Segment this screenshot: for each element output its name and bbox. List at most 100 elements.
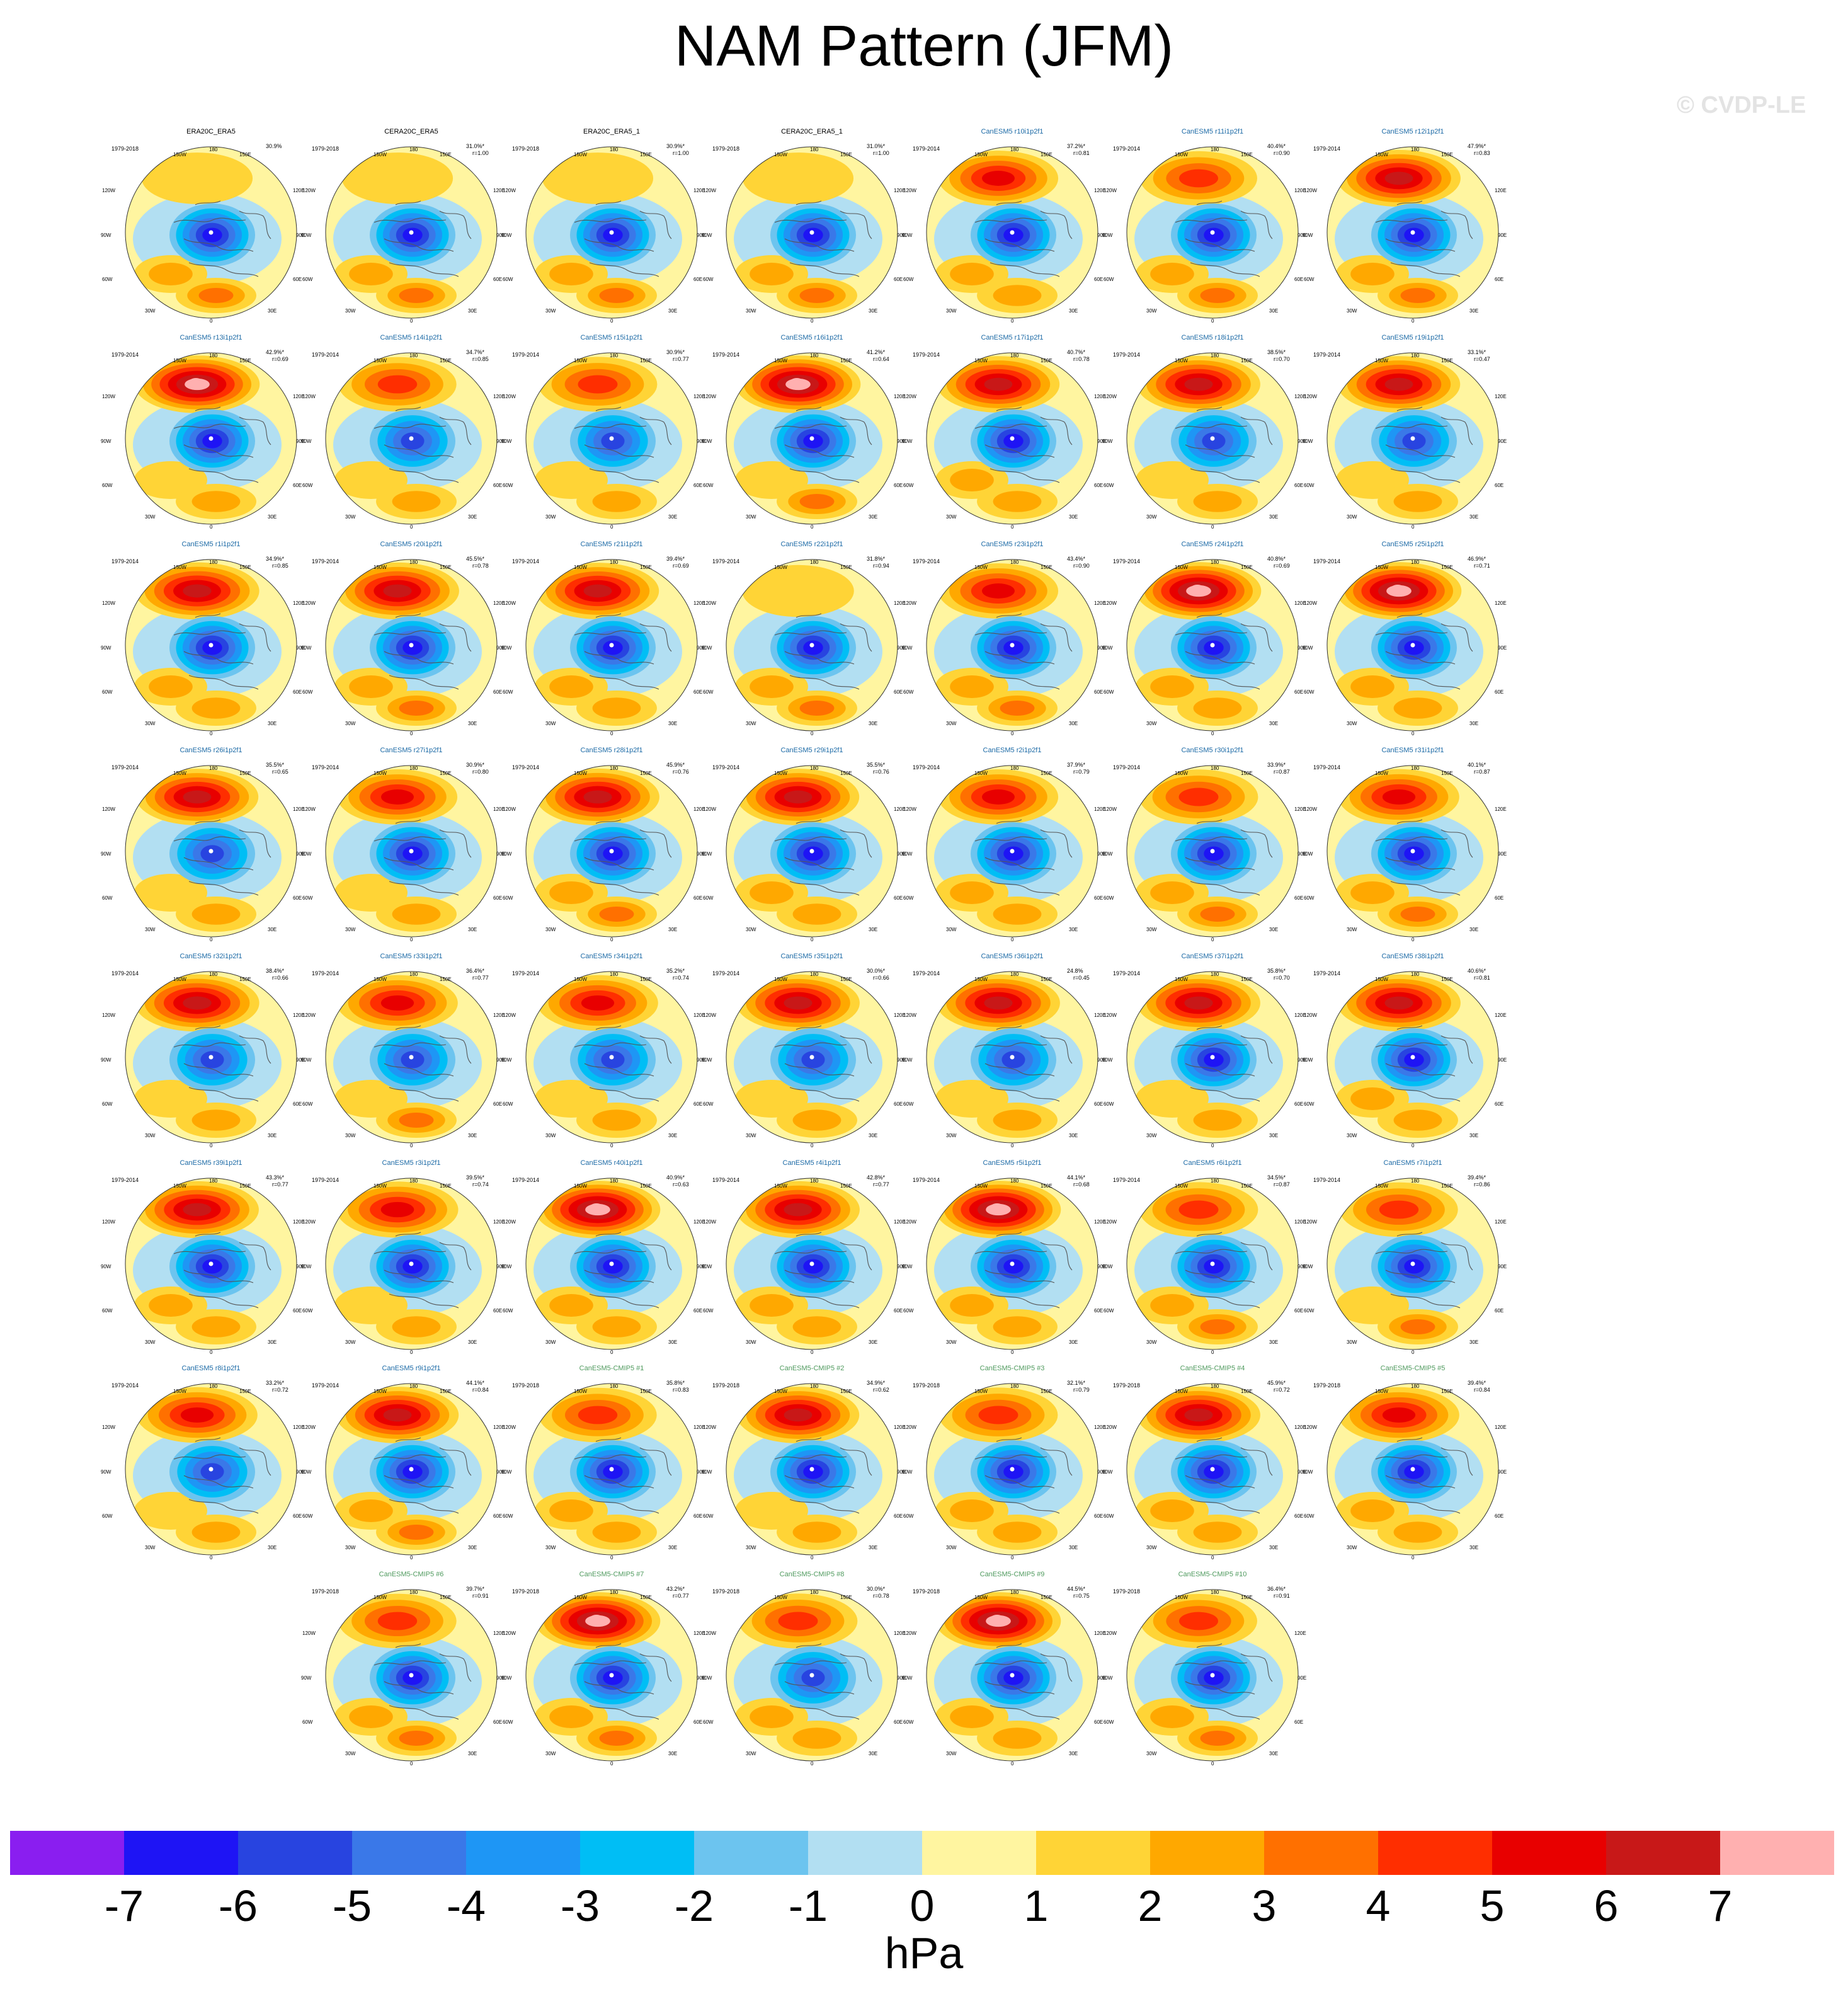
panel-years: 1979-2018 (111, 146, 139, 152)
panel-pattern-correlation: r=0.62 (873, 1387, 889, 1393)
coastline (188, 1499, 259, 1514)
longitude-label: 90W (902, 1057, 913, 1063)
arctic-trough-anomaly (801, 1051, 825, 1069)
europe-anomaly (792, 903, 841, 925)
panel-title: CERA20C_ERA5 (384, 128, 438, 135)
europe-anomaly (1400, 907, 1435, 922)
polar-map (926, 1383, 1098, 1556)
longitude-label: 0 (1011, 731, 1014, 736)
coastline (239, 416, 271, 445)
longitude-label: 180 (1010, 1178, 1019, 1184)
coastline (589, 1293, 659, 1309)
pacific-ridge-anomaly (1184, 996, 1213, 1010)
longitude-label: 30E (468, 1133, 477, 1138)
coastline (173, 836, 246, 842)
map-panel: CanESM5 r22i1p2f1 1979-2014 31.8%* r=0.94 18… (702, 541, 910, 736)
panel-years: 1979-2014 (712, 1177, 740, 1183)
coastline (374, 1042, 447, 1048)
europe-anomaly (993, 1316, 1042, 1338)
panel-title: CanESM5 r15i1p2f1 (580, 334, 643, 341)
map-panel: CanESM5 r38i1p2f1 1979-2014 40.6%* r=0.81 18… (1303, 953, 1510, 1149)
colorbar-tick-label: 5 (1480, 1881, 1505, 1930)
coastline (784, 651, 855, 665)
coastline (1375, 217, 1448, 223)
longitude-label: 120W (102, 188, 115, 193)
longitude-label: 30E (268, 308, 277, 314)
coastline (1440, 829, 1473, 858)
longitude-label: 90E (1298, 645, 1307, 651)
map-panel: CanESM5 r15i1p2f1 1979-2014 30.9%* r=0.77 18… (501, 334, 709, 530)
panel-years: 1979-2014 (1313, 352, 1341, 358)
map-panel: CanESM5 r6i1p2f1 1979-2014 34.5%* r=0.87 180… (1102, 1159, 1310, 1355)
pacific-ridge-anomaly (1184, 377, 1213, 391)
coastline (974, 1454, 1047, 1460)
longitude-label: 180 (610, 147, 619, 152)
coastline (789, 262, 860, 277)
coastline (384, 238, 454, 252)
polar-map (525, 559, 698, 731)
panel-variance-explained: 41.2%* (867, 349, 886, 355)
longitude-label: 150E (1241, 977, 1253, 982)
longitude-label: 0 (1412, 318, 1415, 324)
longitude-label: 90E (296, 1057, 305, 1063)
coastline (1190, 1499, 1260, 1514)
polar-map (726, 1177, 898, 1350)
longitude-label: 30W (1146, 1751, 1157, 1756)
coastline (639, 416, 672, 445)
arctic-trough-anomaly (1003, 1670, 1024, 1685)
longitude-label: 120W (1104, 1012, 1117, 1018)
panel-pattern-correlation: r=0.71 (1474, 563, 1490, 569)
page-title: NAM Pattern (JFM) (674, 14, 1174, 78)
pacific-ridge-anomaly (1179, 1612, 1218, 1630)
map-panel: CanESM5 r32i1p2f1 1979-2014 38.4%* r=0.66 18… (101, 953, 309, 1149)
map-boundary (726, 1589, 898, 1762)
coastline (439, 1653, 472, 1682)
north-pole-marker (809, 1673, 814, 1678)
longitude-label: 120W (703, 806, 716, 812)
longitude-label: 30W (345, 1751, 356, 1756)
europe-anomaly (592, 1521, 641, 1543)
europe-anomaly (399, 288, 434, 303)
longitude-label: 30E (1069, 308, 1078, 314)
coastline (1390, 1499, 1461, 1514)
panel-pattern-correlation: r=0.77 (272, 1181, 288, 1188)
longitude-label: 150W (774, 152, 787, 158)
panel-variance-explained: 40.1%* (1468, 762, 1486, 768)
longitude-label: 150W (774, 1183, 787, 1189)
coastline (1240, 829, 1273, 858)
longitude-label: 150E (840, 1389, 852, 1394)
longitude-label: 180 (1211, 147, 1219, 152)
longitude-label: 120E (693, 600, 705, 606)
panel-years: 1979-2014 (712, 558, 740, 564)
panel-years: 1979-2014 (312, 1177, 339, 1183)
longitude-label: 0 (1011, 1761, 1014, 1767)
panel-variance-explained: 43.3%* (266, 1174, 285, 1181)
atlantic-anomaly (549, 1294, 593, 1317)
map-panel: CanESM5 r26i1p2f1 1979-2014 35.5%* r=0.65 18… (101, 747, 309, 943)
coastline (784, 1681, 855, 1695)
coastline (789, 1705, 860, 1720)
coastline (183, 238, 254, 252)
coastline (796, 406, 822, 411)
longitude-label: 90W (702, 232, 712, 238)
panel-variance-explained: 33.2%* (266, 1380, 285, 1386)
longitude-label: 180 (1411, 765, 1420, 771)
coastline (589, 262, 659, 277)
coastline (1396, 406, 1423, 411)
panel-pattern-correlation: r=0.84 (472, 1387, 489, 1393)
coastline (784, 444, 855, 458)
panel-variance-explained: 39.4%* (1468, 1380, 1486, 1386)
map-boundary (325, 1177, 498, 1350)
north-pole-marker (1010, 436, 1015, 441)
longitude-label: 150W (1375, 564, 1388, 570)
coastline (974, 1660, 1047, 1666)
map-boundary (125, 1177, 297, 1350)
colorbar-segment (10, 1831, 125, 1875)
polar-map (125, 1177, 297, 1350)
panel-title: ERA20C_ERA5_1 (583, 128, 640, 135)
north-pole-marker (609, 230, 614, 235)
longitude-label: 120E (1094, 806, 1106, 812)
longitude-label: 60E (1094, 895, 1104, 901)
coastline (1175, 1042, 1248, 1048)
longitude-label: 120E (1094, 394, 1106, 399)
